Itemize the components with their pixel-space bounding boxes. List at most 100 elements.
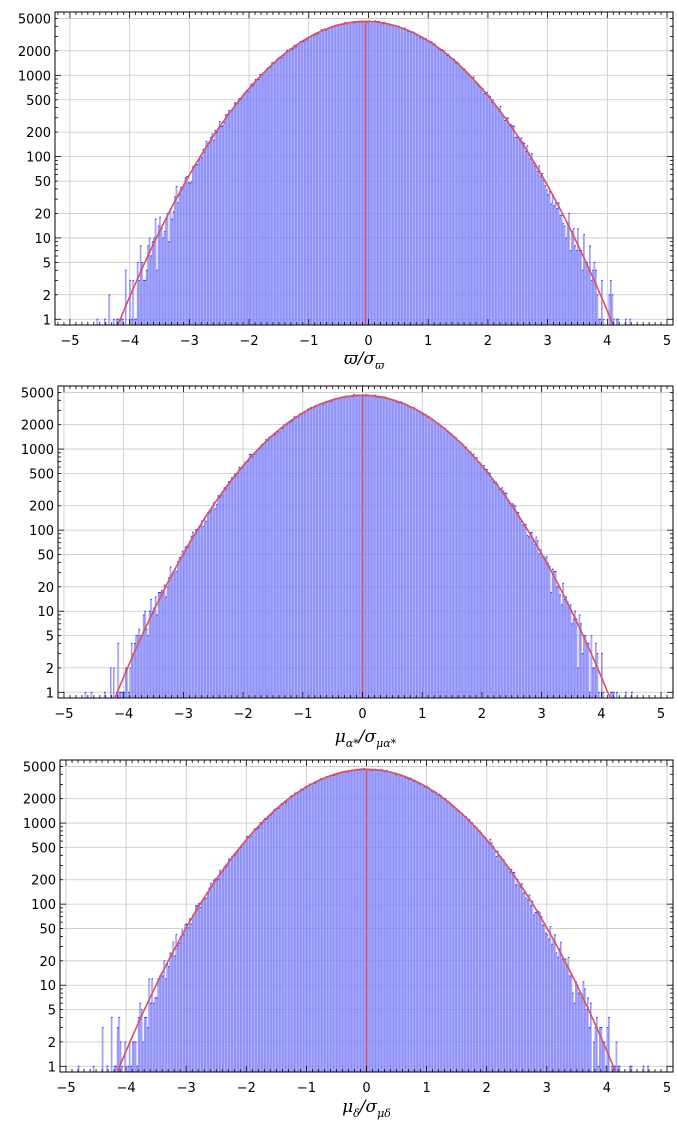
histogram-bar (265, 70, 267, 325)
histogram-bar (386, 23, 388, 325)
axes: −5 −4 −3 −2 −1 0 1 2 3 4 5 1 2 5 10 20 50 100 200 500 1000 20… (23, 759, 674, 1096)
histogram-bar (174, 569, 176, 698)
histogram-bar (410, 32, 412, 326)
histogram-bar (378, 769, 381, 1072)
histogram-bar (404, 777, 406, 1072)
histogram-bar (608, 294, 611, 325)
histogram-bar (134, 319, 136, 325)
histogram-bar (223, 487, 226, 698)
histogram-bar (587, 643, 590, 698)
histogram-bar (325, 401, 327, 698)
histogram-bar (407, 405, 409, 698)
histogram-bar (244, 462, 247, 698)
histogram-bar (78, 1066, 80, 1072)
histogram-bar (325, 30, 327, 325)
histogram-bar (175, 186, 178, 325)
histogram-bar (582, 981, 585, 1072)
histogram-bar (168, 241, 170, 325)
x-tick-label: 4 (597, 707, 605, 722)
histogram-bar (420, 36, 423, 325)
histogram-bar (141, 262, 144, 325)
histogram-bar (320, 403, 323, 698)
histogram-bar (262, 444, 264, 698)
histogram-bar (172, 942, 175, 1072)
histogram-bar (502, 490, 505, 698)
histogram-bar (145, 1017, 148, 1072)
histogram-bar (192, 166, 194, 325)
histogram-bar (459, 812, 462, 1072)
histogram-bar (356, 394, 359, 698)
histogram-bar (539, 912, 541, 1072)
histogram-bar (174, 196, 176, 325)
histogram-bar (522, 893, 525, 1072)
histogram-bar (319, 778, 322, 1072)
histogram-bar (487, 472, 490, 698)
histogram-bar (384, 771, 387, 1072)
histogram-bar (625, 692, 627, 698)
histogram-bar (306, 786, 308, 1072)
histogram-bar (187, 182, 190, 325)
histogram-bar (307, 409, 309, 698)
histogram-bar (595, 643, 597, 698)
histogram-bar (210, 510, 212, 698)
histogram-bar (369, 769, 372, 1072)
histogram-bar (375, 397, 378, 698)
histogram-bar (401, 27, 403, 325)
histogram-bar (213, 502, 215, 698)
histogram-bar (231, 856, 233, 1072)
histogram-bar (202, 149, 205, 325)
histogram-bar (335, 398, 338, 698)
histogram-bar (544, 558, 547, 698)
histogram-bar (387, 771, 390, 1072)
histogram-bar (216, 879, 218, 1072)
histogram-bar (268, 67, 270, 325)
histogram-bar (274, 808, 277, 1072)
histogram-bar (540, 175, 542, 325)
y-tick-label: 5 (43, 256, 51, 271)
histogram-bar (289, 422, 291, 698)
histogram-bar (198, 527, 200, 698)
x-tick-label: 2 (478, 707, 486, 722)
histogram-bar (372, 769, 375, 1072)
histogram-bar (590, 635, 593, 698)
histogram-bar (314, 405, 317, 698)
histogram-bar (162, 975, 164, 1072)
histogram-bar (151, 978, 154, 1072)
chart-panel-pmra: −5 −4 −3 −2 −1 0 1 2 3 4 5 1 2 5 10 20 50 100 200 500 1000 20… (21, 385, 674, 750)
histogram-bar (303, 788, 305, 1072)
histogram-bar (383, 397, 385, 698)
histogram-bar (493, 482, 496, 698)
histogram-bar (514, 137, 517, 325)
histogram-bar (396, 402, 399, 698)
histogram-bar (116, 319, 118, 325)
histogram-bar (315, 782, 317, 1072)
histogram-bar (350, 395, 353, 698)
histogram-bar (341, 396, 344, 698)
histogram-bar (426, 417, 429, 698)
histogram-bar (372, 21, 375, 326)
histogram-bar (309, 784, 311, 1072)
histogram-bar (331, 26, 333, 325)
x-tick-label: −5 (60, 334, 79, 349)
histogram-bar (510, 505, 512, 698)
histogram-bar (429, 41, 432, 325)
histogram-bar (393, 400, 396, 698)
histogram-bar (495, 482, 497, 698)
histogram-bar (277, 58, 279, 326)
histogram-bar (308, 37, 311, 325)
y-tick-label: 2000 (21, 419, 54, 434)
x-axis-label: μδ/σμδ (342, 1097, 391, 1120)
histogram-bar (471, 77, 473, 325)
histogram-bar (235, 853, 238, 1072)
histogram-bar (150, 1003, 152, 1072)
histogram-bar (364, 769, 367, 1072)
histogram-bar (556, 586, 559, 698)
histogram-bar (199, 155, 202, 325)
histogram-bar (496, 107, 499, 326)
histogram-bar (211, 885, 214, 1072)
histogram-bar (437, 48, 439, 326)
histogram-bar (293, 45, 296, 326)
histogram-bar (432, 420, 435, 698)
histogram-bar (178, 194, 181, 325)
x-tick-label: 5 (657, 707, 665, 722)
